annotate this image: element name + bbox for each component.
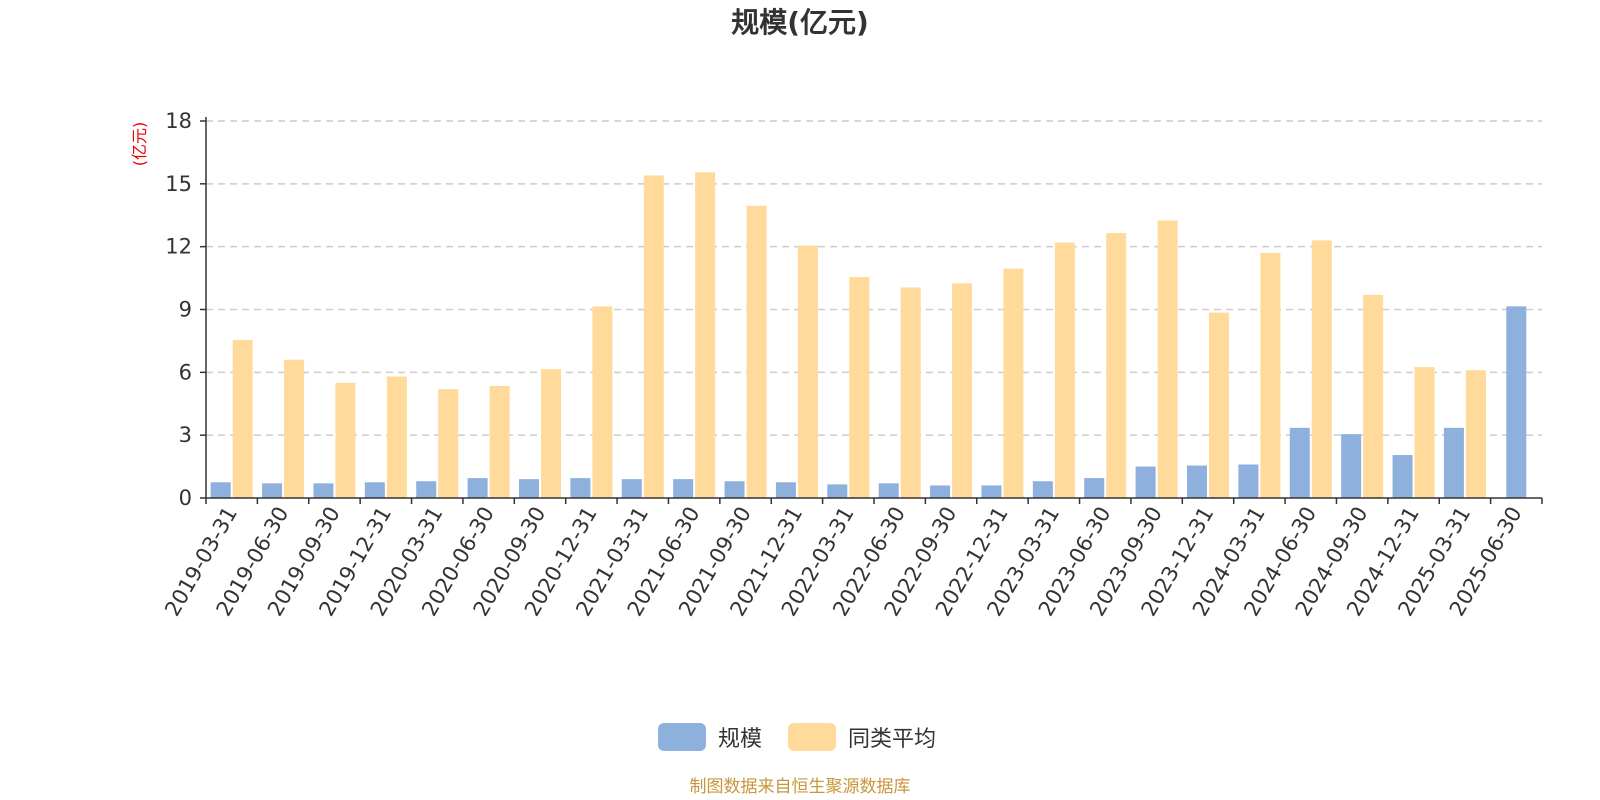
bar — [1135, 466, 1156, 498]
y-axis-ticks: 0 3 6 9 12 15 18 — [165, 109, 206, 510]
bar — [643, 175, 664, 498]
bar — [210, 482, 231, 498]
bar — [364, 482, 385, 498]
legend-swatch — [658, 723, 706, 751]
legend-item: 同类平均 — [788, 723, 936, 752]
source-note: 制图数据来自恒生聚源数据库 — [690, 777, 911, 797]
bar — [232, 339, 253, 498]
bar — [849, 277, 870, 498]
bar — [621, 479, 642, 498]
bar — [1106, 233, 1127, 498]
bar — [695, 172, 716, 498]
bar — [930, 485, 951, 498]
bar — [797, 245, 818, 498]
bar — [1238, 464, 1259, 498]
legend-item: 规模 — [658, 723, 762, 752]
bar — [1341, 434, 1362, 498]
bar — [1003, 268, 1024, 498]
y-tick-label: 9 — [179, 298, 192, 322]
bar — [438, 389, 459, 498]
bar — [900, 287, 921, 498]
bar — [541, 369, 561, 498]
bar — [313, 483, 334, 498]
bar — [570, 478, 591, 498]
y-tick-label: 15 — [165, 172, 192, 196]
bar — [519, 479, 539, 498]
bar — [981, 485, 1002, 498]
bar — [746, 205, 767, 498]
bar — [1363, 294, 1384, 498]
bar — [673, 479, 694, 498]
y-tick-label: 6 — [179, 360, 192, 384]
bar — [1289, 427, 1310, 498]
y-tick-label: 3 — [179, 423, 192, 447]
x-axis-ticks: 2019-03-312019-06-302019-09-302019-12-31… — [160, 498, 1543, 620]
y-axis-unit-label: (亿元) — [130, 122, 149, 167]
bar — [489, 385, 510, 498]
bar — [592, 306, 613, 498]
bar — [1032, 481, 1053, 498]
gridlines — [206, 120, 1542, 436]
bar — [1311, 240, 1332, 498]
bars — [210, 172, 1527, 498]
bar — [416, 481, 437, 498]
bar — [1054, 242, 1075, 498]
legend: 规模 同类平均 — [658, 723, 936, 752]
bar — [1260, 252, 1281, 498]
legend-label: 规模 — [718, 727, 762, 752]
bar — [1084, 478, 1105, 498]
chart-title: 规模(亿元) — [731, 6, 869, 39]
series-2-bars — [232, 172, 1486, 498]
legend-label: 同类平均 — [848, 727, 936, 752]
bar — [1414, 367, 1435, 498]
bar — [1157, 220, 1178, 498]
bar — [1392, 455, 1413, 498]
bar — [467, 478, 488, 498]
series-1-bars — [210, 306, 1527, 498]
bar — [1187, 465, 1207, 498]
bar — [284, 359, 305, 498]
legend-swatch — [788, 723, 836, 751]
bar — [724, 481, 745, 498]
y-tick-label: 18 — [165, 109, 192, 133]
bar — [952, 283, 973, 498]
bar — [386, 376, 407, 498]
bar — [1465, 370, 1486, 498]
bar — [1209, 312, 1229, 498]
bar — [1506, 306, 1527, 498]
bar — [827, 484, 848, 498]
y-tick-label: 12 — [165, 235, 192, 259]
bar — [335, 382, 356, 498]
y-tick-label: 0 — [179, 486, 192, 510]
bar — [1443, 427, 1464, 498]
bar — [878, 483, 899, 498]
bar — [775, 482, 796, 498]
bar — [262, 483, 283, 498]
